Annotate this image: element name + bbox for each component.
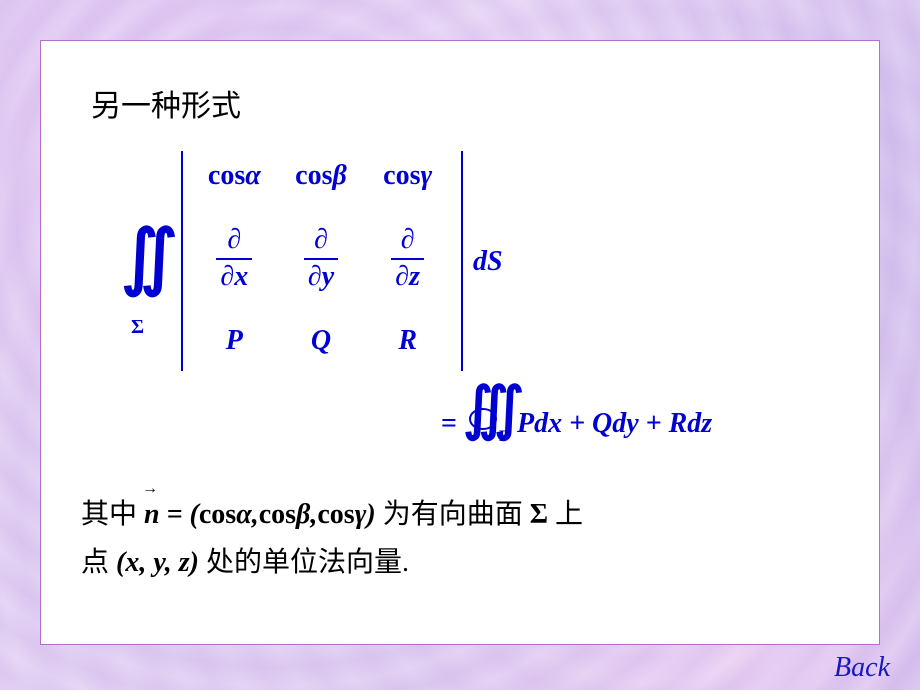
det-bar-right [461, 151, 463, 371]
sigma-inline: Σ [530, 499, 555, 530]
slide-title: 另一种形式 [91, 81, 241, 125]
back-link[interactable]: Back [834, 652, 890, 684]
differential-dS: dS [473, 246, 503, 278]
vector-def: = (cosα,cosβ,cosγ) [167, 499, 383, 530]
closed-line-integral-symbol: ∭ Γ [463, 396, 513, 452]
det-r1c2: cosβ [295, 160, 347, 192]
line-integral-rhs: = ∭ Γ Pdx + Qdy + Rdz [441, 396, 712, 452]
surface-integral-formula: ∬ Σ cosα cosβ cosγ ∂∂x ∂∂y ∂∂z P Q R [121, 151, 541, 381]
det-r3c2: Q [311, 325, 331, 357]
det-r1c1: cosα [208, 160, 261, 192]
det-r2c3: ∂∂z [391, 224, 424, 293]
det-r2c2: ∂∂y [304, 224, 338, 293]
det-r3c3: R [398, 325, 417, 357]
det-r2c1: ∂∂x [216, 224, 252, 293]
txt-post2: 上 [555, 499, 583, 530]
equals-sign: = [441, 408, 457, 440]
txt-line2-post: 处的单位法向量. [206, 547, 409, 578]
rhs-expression: Pdx + Qdy + Rdz [517, 408, 712, 440]
txt-pre1: 其中 [81, 499, 137, 530]
txt-line2-pre: 点 [81, 547, 109, 578]
det-entries: cosα cosβ cosγ ∂∂x ∂∂y ∂∂z P Q R [191, 151, 451, 371]
txt-post1: 为有向曲面 [383, 499, 523, 530]
double-integral-symbol: ∬ [121, 221, 178, 293]
det-bar-left [181, 151, 183, 371]
point-xyz: (x, y, z) [116, 547, 206, 578]
explanation-text: 其中 n = (cosα,cosβ,cosγ) 为有向曲面 Σ 上 点 (x, … [81, 491, 583, 586]
content-panel: 另一种形式 ∬ Σ cosα cosβ cosγ ∂∂x ∂∂y ∂∂z P [40, 40, 880, 645]
det-r1c3: cosγ [383, 160, 432, 192]
integral-surface-subscript: Σ [131, 316, 144, 339]
det-r3c1: P [226, 325, 243, 357]
vector-n: n [144, 491, 160, 539]
